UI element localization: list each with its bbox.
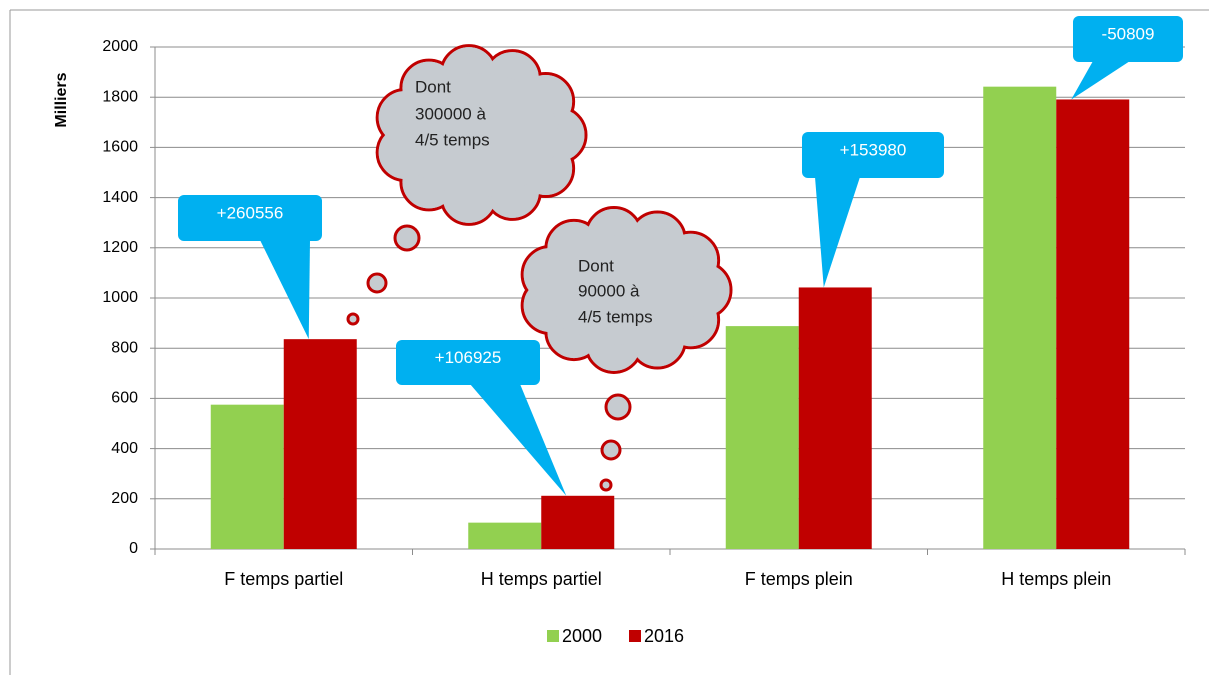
legend-swatch: [547, 630, 559, 642]
callout-box: [802, 132, 944, 178]
cloud-text: Dont: [578, 256, 614, 275]
y-tick-label: 200: [111, 490, 138, 507]
callout-box: [396, 340, 540, 385]
cloud-bubble: [393, 224, 421, 252]
callout-text: +260556: [217, 203, 284, 222]
y-tick-label: 800: [111, 339, 138, 356]
y-tick-label: 0: [129, 540, 138, 557]
bar: [541, 495, 615, 549]
cloud-body: [547, 235, 703, 345]
y-tick-label: 600: [111, 390, 138, 407]
callout-tail: [260, 240, 310, 340]
y-tick-label: 1200: [102, 239, 138, 256]
cloud-bubble: [604, 393, 632, 421]
cloud-text: 4/5 temps: [415, 130, 490, 149]
cloud-text: 90000 à: [578, 281, 640, 300]
bar: [798, 287, 872, 549]
bar: [983, 86, 1057, 550]
y-tick-label: 400: [111, 440, 138, 457]
y-tick-label: 1600: [102, 139, 138, 156]
bar: [210, 404, 284, 549]
y-tick-label: 1000: [102, 289, 138, 306]
legend-label: 2016: [644, 626, 684, 646]
thought-cloud: Dont 90000 à 4/5 temps: [520, 206, 733, 492]
callout-box: [1073, 16, 1183, 62]
callout-tail: [815, 177, 860, 288]
bar: [468, 522, 542, 549]
callout-box: [178, 195, 322, 241]
bar: [1056, 99, 1130, 550]
cloud-bubble: [366, 272, 388, 294]
legend-swatch: [629, 630, 641, 642]
y-axis-label: Milliers: [53, 72, 70, 127]
cloud-text: Dont: [415, 77, 451, 96]
y-tick-label: 2000: [102, 38, 138, 55]
callout-text: +106925: [435, 348, 502, 367]
x-tick-label: H temps partiel: [481, 569, 602, 589]
bar: [725, 326, 799, 549]
cloud-text: 4/5 temps: [578, 307, 653, 326]
callout-text: -50809: [1102, 24, 1155, 43]
thought-cloud: Dont 300000 à 4/5 temps: [346, 44, 588, 326]
cloud-text: 300000 à: [415, 104, 486, 123]
callout-tail: [470, 384, 567, 496]
y-tick-label: 1400: [102, 189, 138, 206]
callout-tail: [1071, 61, 1130, 100]
cloud-bubble: [599, 478, 613, 492]
x-tick-label: F temps plein: [745, 569, 853, 589]
callout-text: +153980: [840, 140, 907, 159]
cloud-bubble: [346, 312, 360, 326]
legend-label: 2000: [562, 626, 602, 646]
cloud-body: [402, 73, 558, 197]
y-tick-label: 1800: [102, 88, 138, 105]
bar: [283, 339, 357, 549]
x-tick-label: F temps partiel: [224, 569, 343, 589]
x-tick-label: H temps plein: [1001, 569, 1111, 589]
cloud-bubble: [600, 439, 622, 461]
